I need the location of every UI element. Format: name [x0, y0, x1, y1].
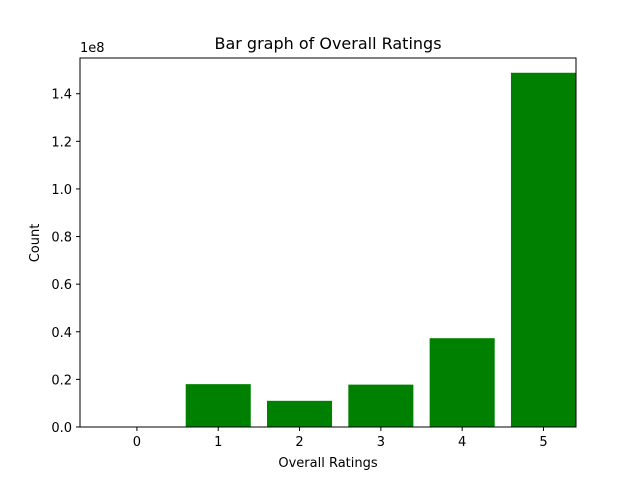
y-offset-label: 1e8 — [80, 41, 105, 56]
bar-4 — [429, 338, 495, 427]
x-tick-label: 0 — [133, 435, 141, 450]
y-tick-label: 1.4 — [51, 88, 72, 103]
x-tick-label: 5 — [539, 435, 547, 450]
x-ticks-group: 0 1 2 3 4 5 — [133, 427, 548, 450]
x-axis-label: Overall Ratings — [278, 456, 378, 471]
x-tick-label: 2 — [295, 435, 303, 450]
y-tick-label: 0.8 — [51, 231, 72, 246]
y-tick-label: 0.6 — [51, 278, 72, 293]
y-tick-label: 1.2 — [51, 135, 72, 150]
x-tick-label: 3 — [377, 435, 385, 450]
plot-frame — [79, 57, 577, 428]
y-tick-label: 1.0 — [51, 183, 72, 198]
bar-3 — [348, 384, 414, 427]
x-tick-label: 4 — [458, 435, 466, 450]
bar-1 — [185, 384, 251, 427]
y-ticks-group: 0.0 0.2 0.4 0.6 0.8 1.0 1.2 1.4 — [51, 88, 80, 436]
bar-5 — [510, 72, 576, 427]
bars-group — [185, 72, 576, 427]
y-tick-label: 0.0 — [51, 421, 72, 436]
bar-2 — [267, 400, 333, 427]
y-axis-label: Count — [28, 224, 43, 263]
x-tick-label: 1 — [214, 435, 222, 450]
y-tick-label: 0.4 — [51, 326, 72, 341]
y-tick-label: 0.2 — [51, 373, 72, 388]
chart-title: Bar graph of Overall Ratings — [214, 34, 441, 53]
